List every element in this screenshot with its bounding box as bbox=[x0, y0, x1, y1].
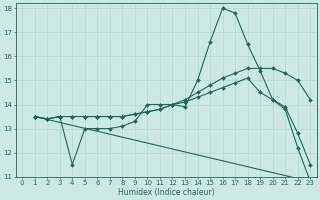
X-axis label: Humidex (Indice chaleur): Humidex (Indice chaleur) bbox=[118, 188, 214, 197]
